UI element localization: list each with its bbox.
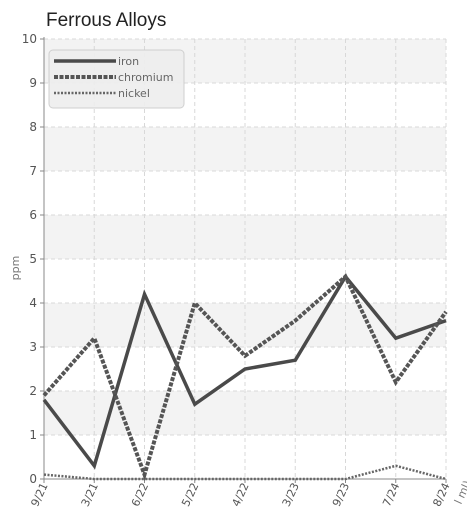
y-tick-label: 5 [29, 252, 37, 266]
legend-label-iron[interactable]: iron [118, 55, 139, 68]
legend-label-nickel[interactable]: nickel [118, 87, 150, 100]
y-tick-label: 8 [29, 120, 37, 134]
legend[interactable]: iron chromium nickel [48, 49, 185, 109]
y-tick-label: 4 [29, 296, 37, 310]
x-tick-labels: 9/21 3/21 6/22 5/22 4/22 3/23 9/23 7/24 8/24 [28, 481, 452, 509]
x-tick-label: 4/22 [229, 481, 251, 509]
grid-band [44, 303, 446, 347]
chart-title: Ferrous Alloys [46, 10, 166, 31]
y-tick-label: 3 [29, 340, 37, 354]
series-lines [42, 273, 448, 481]
y-tick-label: 1 [29, 428, 37, 442]
x-tick-label: 5/22 [179, 481, 201, 509]
y-tick-label: 6 [29, 208, 37, 222]
y-tick-labels: 0 1 2 3 4 5 6 7 8 9 10 [22, 32, 37, 486]
grid-lines [44, 38, 447, 479]
x-tick-label: 7/24 [380, 481, 402, 509]
y-tick-label: 7 [29, 164, 37, 178]
x-tick-label: 9/23 [330, 481, 352, 509]
series-line-chromium [42, 273, 448, 481]
x-tick-label: 3/21 [79, 481, 101, 509]
series-line-nickel [43, 464, 447, 481]
y-tick-label: 2 [29, 384, 37, 398]
legend-label-chromium[interactable]: chromium [118, 71, 174, 84]
y-axis-label: ppm [9, 256, 22, 281]
y-tick-label: 0 [29, 472, 37, 486]
x-tick-label: 8/24 [430, 481, 452, 509]
x-axis-label-fragment: l ml) [452, 478, 467, 506]
x-tick-label: 3/23 [280, 481, 302, 509]
y-tick-label: 9 [29, 76, 37, 90]
x-tick-label: 6/22 [129, 481, 151, 509]
grid-band [44, 127, 446, 171]
series-line-iron [42, 273, 447, 470]
y-tick-label: 10 [22, 32, 37, 46]
